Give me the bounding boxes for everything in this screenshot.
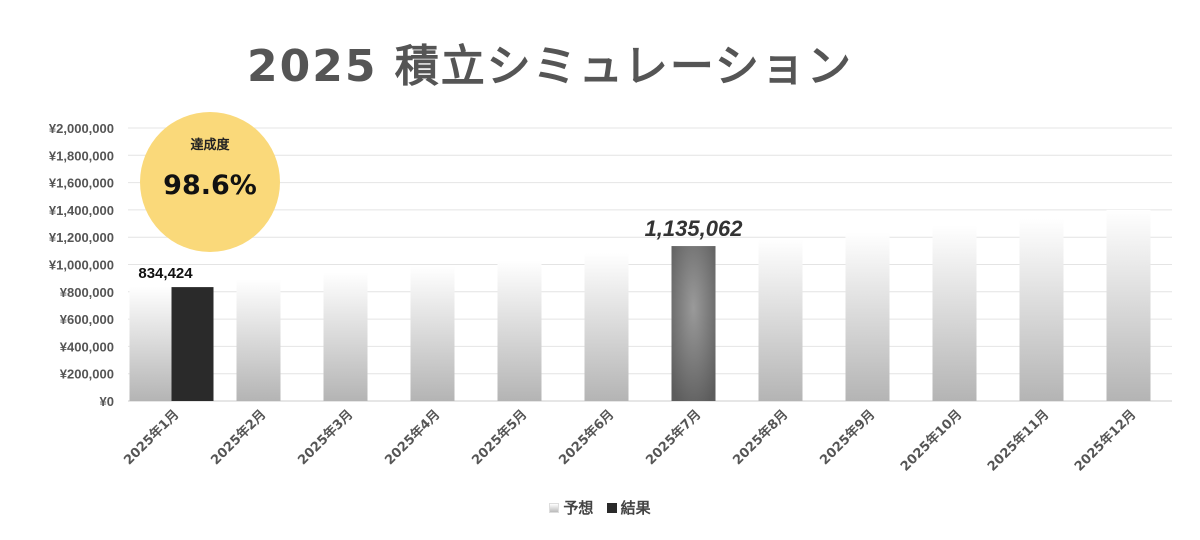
- data-label-forecast: 1,135,062: [645, 216, 744, 241]
- bar-forecast: [410, 266, 455, 401]
- achievement-value: 98.6%: [163, 170, 257, 201]
- legend-swatch-forecast: [549, 503, 560, 513]
- x-axis: 2025年1月 2025年2月 2025年3月 2025年4月 2025年5月 2025年…: [121, 407, 1140, 475]
- y-tick-label: ¥2,000,000: [49, 121, 114, 136]
- x-tick-label: 2025年11月: [984, 407, 1052, 475]
- bar-forecast: [1019, 218, 1064, 401]
- y-tick-label: ¥600,000: [60, 312, 114, 327]
- achievement-badge: 達成度 98.6%: [140, 112, 280, 252]
- y-tick-label: ¥200,000: [60, 367, 114, 382]
- bar-forecast: [497, 260, 542, 401]
- x-tick-label: 2025年6月: [556, 407, 618, 469]
- y-tick-label: ¥1,200,000: [49, 230, 114, 245]
- bar-forecast: [671, 246, 716, 401]
- x-tick-label: 2025年9月: [817, 407, 879, 469]
- y-tick-label: ¥400,000: [60, 339, 114, 354]
- x-tick-label: 2025年12月: [1071, 407, 1139, 475]
- legend-item-result: 結果: [606, 497, 651, 518]
- chart-title: 2025 積立シミュレーション: [246, 41, 854, 92]
- bar-forecast: [129, 286, 174, 401]
- x-tick-label: 2025年10月: [897, 407, 965, 475]
- bar-forecast: [584, 252, 629, 401]
- y-tick-label: ¥1,400,000: [49, 203, 114, 218]
- achievement-label: 達成度: [190, 138, 230, 153]
- y-axis: ¥0 ¥200,000 ¥400,000 ¥600,000 ¥800,000 ¥1,000…: [49, 121, 114, 409]
- x-tick-label: 2025年7月: [643, 407, 705, 469]
- bar-forecast: [323, 272, 368, 401]
- x-tick-label: 2025年5月: [469, 407, 531, 469]
- bar-forecast: [932, 225, 977, 401]
- y-tick-label: ¥0: [100, 394, 114, 409]
- bars: [129, 209, 1151, 401]
- bar-forecast: [236, 279, 281, 401]
- bar-forecast: [1106, 209, 1151, 401]
- legend-label-forecast: 予想: [563, 499, 594, 517]
- y-tick-label: ¥1,600,000: [49, 176, 114, 191]
- bar-forecast: [758, 239, 803, 401]
- grid-lines: [128, 127, 1172, 402]
- x-tick-label: 2025年3月: [295, 407, 357, 469]
- y-tick-label: ¥1,000,000: [49, 258, 114, 273]
- x-tick-label: 2025年2月: [208, 407, 270, 469]
- data-label-result: 834,424: [138, 265, 193, 282]
- legend-item-forecast: 予想: [549, 497, 593, 518]
- bar-result: [171, 287, 214, 401]
- x-tick-label: 2025年8月: [730, 407, 792, 469]
- y-tick-label: ¥1,800,000: [49, 148, 114, 163]
- legend: 予想 結果: [0, 497, 1200, 518]
- data-labels: 834,424 1,135,062: [138, 216, 743, 282]
- x-tick-label: 2025年4月: [382, 407, 444, 469]
- y-tick-label: ¥800,000: [60, 285, 114, 300]
- bar-forecast: [845, 232, 890, 401]
- x-tick-label: 2025年1月: [121, 407, 183, 469]
- legend-label-result: 結果: [620, 499, 651, 517]
- legend-swatch-result: [606, 503, 617, 513]
